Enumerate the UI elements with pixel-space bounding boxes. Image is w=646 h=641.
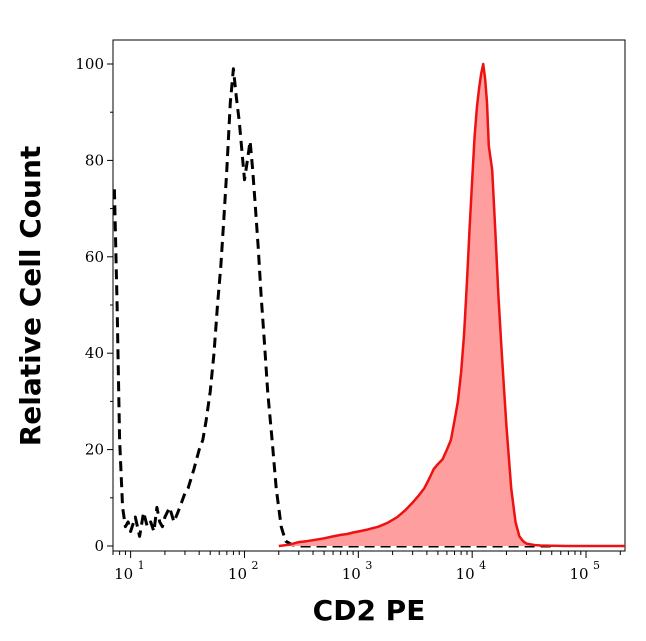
y-tick-label: 80 bbox=[85, 151, 104, 169]
y-axis: 0 20 40 60 80 100 bbox=[75, 55, 113, 555]
x-tick-exponent: 2 bbox=[251, 559, 258, 572]
x-axis: 10 1 10 2 10 3 10 4 10 5 bbox=[112, 551, 621, 583]
series-layer bbox=[112, 62, 625, 548]
x-tick-label: 10 bbox=[228, 565, 247, 583]
series-1-fill bbox=[278, 64, 625, 546]
y-tick-label: 0 bbox=[94, 537, 104, 555]
x-tick-label: 10 bbox=[114, 565, 133, 583]
plot-frame bbox=[112, 39, 626, 552]
x-tick-exponent: 3 bbox=[365, 559, 372, 572]
y-tick-label: 20 bbox=[85, 441, 104, 459]
series-0-line bbox=[112, 67, 552, 548]
y-axis-title: Relative Cell Count bbox=[14, 146, 47, 447]
y-tick-label: 60 bbox=[85, 248, 104, 266]
x-tick-label: 10 bbox=[342, 565, 361, 583]
x-tick-label: 10 bbox=[456, 565, 475, 583]
series-1-line bbox=[278, 62, 625, 548]
x-axis-title: CD2 PE bbox=[313, 594, 426, 627]
x-tick-exponent: 1 bbox=[138, 559, 145, 572]
x-tick-label: 10 bbox=[569, 565, 588, 583]
y-tick-label: 100 bbox=[75, 55, 104, 73]
y-tick-label: 40 bbox=[85, 344, 104, 362]
x-tick-exponent: 4 bbox=[479, 559, 486, 572]
x-tick-exponent: 5 bbox=[593, 559, 600, 572]
